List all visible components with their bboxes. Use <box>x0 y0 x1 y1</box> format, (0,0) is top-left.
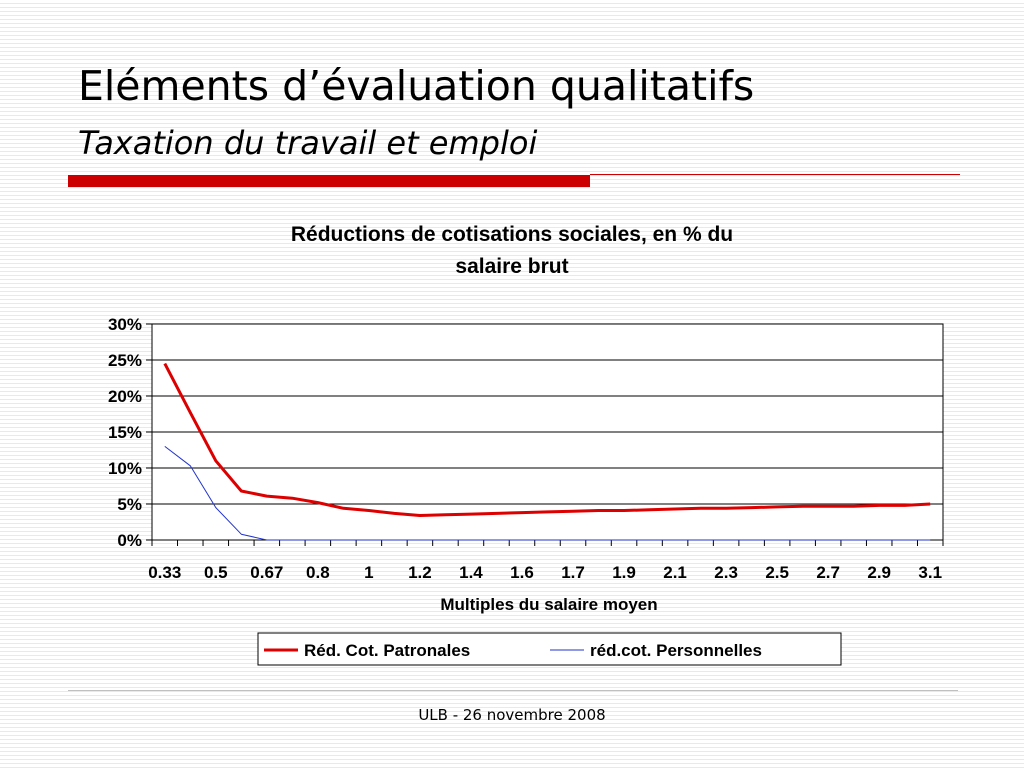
gridlines <box>152 359 943 505</box>
x-axis: 0.33 0.5 0.67 0.8 1 1.2 1.4 1.6 1.7 1.9 2.1 2.3 2.5 2… <box>148 540 944 582</box>
x-tick-label: 1.4 <box>459 563 483 582</box>
y-tick-label: 15% <box>108 423 142 442</box>
chart-title-line-2: salaire brut <box>455 255 568 278</box>
line-chart: Réductions de cotisations sociales, en %… <box>108 223 944 666</box>
slide-title: Eléments d’évaluation qualitatifs <box>78 62 755 110</box>
y-tick-label: 0% <box>117 531 142 550</box>
x-tick-label: 0.67 <box>250 563 283 582</box>
series-layer <box>163 362 931 541</box>
y-axis: 0% 5% 10% 15% 20% 25% 30% <box>108 315 152 550</box>
x-tick-label: 0.8 <box>306 563 330 582</box>
x-tick-label: 2.7 <box>816 563 840 582</box>
x-tick-label: 1 <box>364 563 373 582</box>
legend-label-personnelles: réd.cot. Personnelles <box>590 641 762 660</box>
footer-rule <box>68 690 958 691</box>
x-axis-label: Multiples du salaire moyen <box>440 595 657 614</box>
footer-text: ULB - 26 novembre 2008 <box>418 706 606 724</box>
legend-label-patronales: Réd. Cot. Patronales <box>304 641 470 660</box>
x-tick-label: 1.2 <box>408 563 432 582</box>
x-tick-label: 0.5 <box>204 563 228 582</box>
x-tick-label: 1.7 <box>561 563 585 582</box>
series-line-patronales <box>163 362 931 517</box>
title-rule-thick <box>68 175 590 187</box>
title-rule-thin <box>590 174 960 175</box>
x-tick-label: 0.33 <box>148 563 181 582</box>
chart-title-line-1: Réductions de cotisations sociales, en %… <box>291 223 733 246</box>
x-tick-label: 1.6 <box>510 563 534 582</box>
x-tick-label: 3.1 <box>918 563 942 582</box>
slide-subtitle: Taxation du travail et emploi <box>78 124 538 162</box>
legend: Réd. Cot. Patronales réd.cot. Personnell… <box>257 632 842 666</box>
y-tick-label: 10% <box>108 459 142 478</box>
series-line-personnelles <box>164 446 931 541</box>
y-tick-label: 5% <box>117 495 142 514</box>
legend-box <box>257 632 842 666</box>
x-tick-label: 2.5 <box>765 563 789 582</box>
x-tick-label: 1.9 <box>612 563 636 582</box>
x-tick-label: 2.9 <box>867 563 891 582</box>
y-tick-label: 25% <box>108 351 142 370</box>
x-tick-label: 2.3 <box>714 563 738 582</box>
y-tick-label: 20% <box>108 387 142 406</box>
y-tick-label: 30% <box>108 315 142 334</box>
x-tick-label: 2.1 <box>663 563 687 582</box>
